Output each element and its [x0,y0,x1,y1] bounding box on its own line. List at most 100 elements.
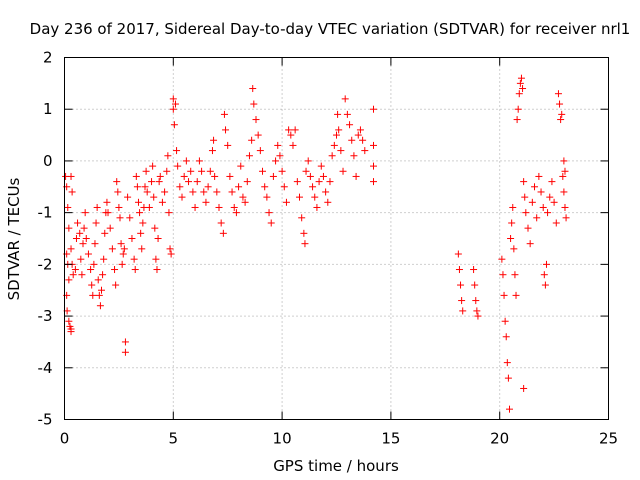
data-point [100,255,108,263]
data-point [317,162,325,170]
data-point [520,178,528,186]
data-point [215,203,223,211]
data-point [149,162,157,170]
data-point [548,178,556,186]
data-point [167,250,175,258]
data-point [346,121,354,129]
data-point [335,126,343,134]
data-point [71,266,79,274]
data-point [138,245,146,253]
data-point [291,126,299,134]
data-point [136,209,144,217]
data-point [559,172,567,180]
x-tick-label: 5 [169,430,179,448]
data-point [328,152,336,160]
data-point [558,110,566,118]
data-point [503,359,511,367]
x-tick-labels: 0 5 10 15 20 25 [60,430,618,448]
x-axis-label: GPS time / hours [273,457,399,475]
data-point [504,374,512,382]
data-point [232,209,240,217]
data-point [132,172,140,180]
data-point [471,281,479,289]
data-point [185,178,193,186]
data-point [522,209,530,217]
data-point [171,100,179,108]
chart-title: Day 236 of 2017, Sidereal Day-to-day VTE… [30,20,631,38]
data-point [510,245,518,253]
data-point [72,235,80,242]
data-point [202,198,210,206]
data-point [302,167,310,175]
data-point [217,219,225,227]
data-point [145,203,153,211]
y-tick-label: 2 [43,49,53,67]
grid-lines [64,57,609,420]
data-point [67,245,75,253]
data-point [513,116,521,124]
y-tick-labels: 2 1 0 -1 -2 -3 -4 -5 [38,49,53,429]
data-point [139,219,147,227]
data-point [77,255,85,263]
data-point [457,281,465,289]
data-point [250,100,258,108]
data-point [248,136,256,144]
x-tick-label: 15 [381,430,400,448]
data-point [213,188,221,196]
data-point [151,224,159,232]
data-point [296,193,304,201]
data-point [230,203,238,211]
data-point [289,141,297,149]
data-point [210,136,218,144]
data-point [92,219,100,227]
data-point [104,209,112,217]
data-point [82,235,90,242]
y-tick-label: -3 [38,307,53,325]
data-point [108,245,116,253]
data-point [96,302,104,310]
y-tick-label: -1 [38,204,53,222]
data-point [180,172,188,180]
data-point [141,183,149,191]
data-point [508,219,516,227]
data-point [121,338,129,346]
data-point [103,198,111,206]
data-point [512,291,520,299]
data-point [84,250,92,258]
data-point [369,105,377,113]
data-point [208,147,216,155]
data-point [528,198,536,206]
data-point [143,188,151,196]
data-point [326,178,334,186]
data-point [91,240,99,248]
data-point [319,172,327,180]
data-point [239,193,247,201]
data-point [97,286,105,294]
data-point [245,152,253,160]
data-point [562,214,570,222]
data-point [552,219,560,227]
data-point [76,229,84,237]
data-point [501,317,509,325]
data-point [473,307,481,315]
data-point [69,271,77,279]
data-point [128,235,136,242]
data-point [161,188,169,196]
data-point [454,250,462,258]
data-point [193,178,201,186]
data-point [261,183,269,191]
y-tick-label: 1 [43,100,53,118]
data-point [282,198,290,206]
data-point [206,167,214,175]
data-point [249,85,257,93]
data-point [187,167,195,175]
data-point [142,167,150,175]
data-point [472,297,480,305]
data-point [511,271,519,279]
data-point [330,141,338,149]
data-point [540,271,548,279]
data-point [68,188,76,196]
data-point [334,110,342,118]
data-point [118,260,126,268]
data-point [520,384,528,392]
